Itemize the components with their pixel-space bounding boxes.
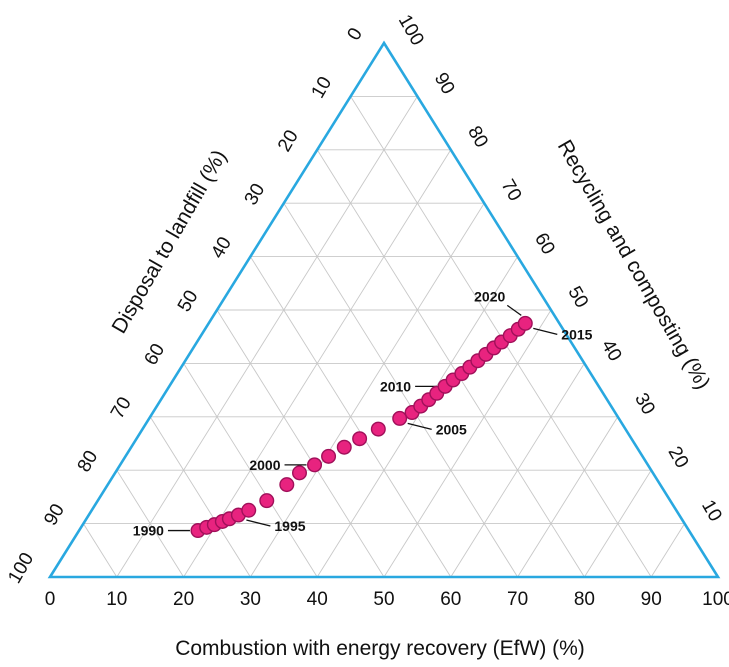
data-point-2005 xyxy=(392,410,408,426)
axis-title-right: Recycling and composting (%) xyxy=(553,136,715,393)
grid-line xyxy=(250,202,485,578)
data-point-2003 xyxy=(352,431,368,447)
tick-label-left: 60 xyxy=(140,340,169,369)
annotation-leader-1995 xyxy=(246,519,271,527)
data-point-2004 xyxy=(370,421,386,437)
year-label-2000: 2000 xyxy=(249,457,280,473)
tick-label-bottom: 30 xyxy=(240,589,261,610)
tick-label-bottom: 10 xyxy=(106,589,127,610)
tick-label-bottom: 100 xyxy=(702,589,729,610)
tick-label-bottom: 0 xyxy=(45,589,56,610)
tick-label-right: 40 xyxy=(597,336,626,365)
year-label-2005: 2005 xyxy=(436,421,467,437)
data-points xyxy=(190,315,533,539)
year-label-2020: 2020 xyxy=(474,288,505,304)
data-point-1996 xyxy=(241,502,257,518)
tick-label-left: 50 xyxy=(174,287,203,316)
tick-label-bottom: 40 xyxy=(307,589,328,610)
grid-line xyxy=(116,96,418,578)
tick-label-right: 50 xyxy=(563,283,592,312)
year-label-2010: 2010 xyxy=(380,378,411,394)
grid-line xyxy=(650,523,685,578)
tick-label-right: 70 xyxy=(497,176,526,205)
grid-line xyxy=(517,416,619,578)
tick-label-left: 0 xyxy=(343,24,366,44)
data-point-1999 xyxy=(291,465,307,481)
grid-lines xyxy=(83,95,685,578)
data-point-2020 xyxy=(517,315,533,331)
annotation-leader-2015 xyxy=(533,327,558,335)
tick-label-left: 90 xyxy=(40,500,69,529)
grid-line xyxy=(450,363,585,578)
year-annotations: 1990 1995 2000 2005 2010 2015 2020 xyxy=(133,288,593,538)
tick-label-right: 30 xyxy=(630,390,659,419)
data-point-2002 xyxy=(336,439,352,455)
tick-label-bottom: 90 xyxy=(641,589,662,610)
tick-label-right: 100 xyxy=(394,11,428,49)
triangle-frame xyxy=(47,40,721,579)
tick-label-bottom: 70 xyxy=(507,589,528,610)
grid-line xyxy=(383,309,552,578)
data-point-1997 xyxy=(259,493,275,509)
grid-line xyxy=(149,416,251,578)
tick-label-right: 80 xyxy=(463,123,492,152)
axis-title-bottom: Combustion with energy recovery (EfW) (%… xyxy=(175,637,585,660)
annotation-leader-2005 xyxy=(407,422,432,431)
year-label-1990: 1990 xyxy=(133,523,164,539)
grid-line xyxy=(83,523,118,578)
grid-line xyxy=(183,363,318,578)
tick-label-left: 30 xyxy=(241,180,270,209)
annotation-leader-2020 xyxy=(506,304,522,316)
tick-label-left: 10 xyxy=(307,73,336,102)
grid-line xyxy=(283,202,518,578)
tick-label-left: 80 xyxy=(74,447,103,476)
tick-label-bottom: 80 xyxy=(574,589,595,610)
grid-line xyxy=(216,309,385,578)
year-label-2015: 2015 xyxy=(561,326,592,342)
tick-label-bottom: 60 xyxy=(440,589,461,610)
tick-label-left: 20 xyxy=(274,127,303,156)
data-point-2000 xyxy=(307,457,323,473)
data-point-2001 xyxy=(321,448,337,464)
tick-label-left: 40 xyxy=(207,233,236,262)
tick-label-left: 100 xyxy=(4,549,38,587)
tick-label-right: 20 xyxy=(664,443,693,472)
annotation-leaders xyxy=(167,304,558,532)
grid-line xyxy=(584,469,652,578)
year-label-1995: 1995 xyxy=(274,518,305,534)
tick-label-right: 90 xyxy=(430,69,459,98)
data-point-1998 xyxy=(279,477,295,493)
tick-label-bottom: 50 xyxy=(373,589,394,610)
tick-label-right: 10 xyxy=(697,496,726,525)
grid-line xyxy=(116,469,184,578)
tick-label-left: 70 xyxy=(107,394,136,423)
tick-label-right: 60 xyxy=(530,229,559,258)
tick-label-bottom: 20 xyxy=(173,589,194,610)
